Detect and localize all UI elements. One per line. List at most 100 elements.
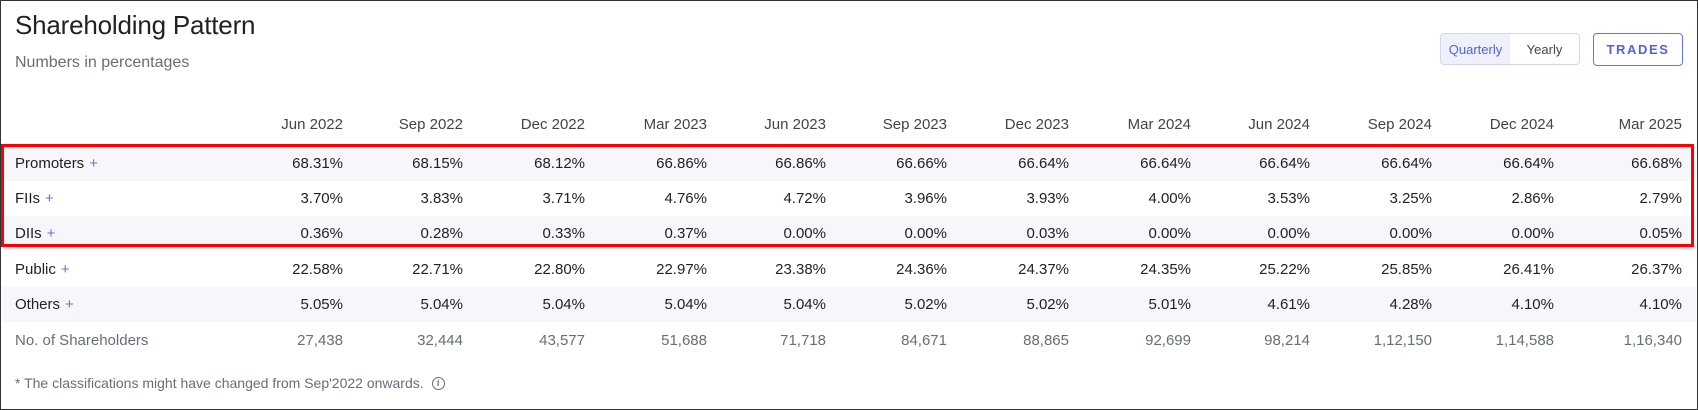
table-cell: 71,718: [780, 332, 826, 349]
table-cell: 24.35%: [1140, 261, 1191, 278]
table-cell: 23.38%: [775, 261, 826, 278]
table-cell: 68.15%: [412, 155, 463, 172]
table-cell: 2.86%: [1511, 190, 1554, 207]
table-cell: 4.00%: [1148, 190, 1191, 207]
row-label[interactable]: FIIs +: [15, 190, 54, 207]
row-label-text: Promoters: [15, 155, 85, 172]
table-cell: 0.00%: [1511, 225, 1554, 242]
table-cell: 4.61%: [1267, 296, 1310, 313]
column-header: Mar 2025: [1618, 116, 1682, 133]
table-cell: 1,14,588: [1495, 332, 1554, 349]
table-cell: 4.10%: [1639, 296, 1682, 313]
table-cell: 3.25%: [1389, 190, 1432, 207]
table-cell: 22.58%: [292, 261, 343, 278]
column-header: Mar 2024: [1127, 116, 1191, 133]
row-label: No. of Shareholders: [15, 332, 148, 349]
row-label-text: DIIs: [15, 225, 42, 242]
page-subtitle: Numbers in percentages: [15, 54, 190, 71]
table-cell: 98,214: [1264, 332, 1310, 349]
table-cell: 0.36%: [300, 225, 343, 242]
expand-plus-icon[interactable]: +: [46, 225, 56, 242]
table-cell: 0.03%: [1026, 225, 1069, 242]
column-header: Jun 2024: [1248, 116, 1310, 133]
table-cell: 22.97%: [656, 261, 707, 278]
table-cell: 5.01%: [1148, 296, 1191, 313]
column-header: Jun 2022: [281, 116, 343, 133]
info-icon[interactable]: i: [431, 376, 445, 390]
table-cell: 3.53%: [1267, 190, 1310, 207]
row-label[interactable]: Promoters +: [15, 155, 98, 172]
yearly-toggle-button[interactable]: Yearly: [1526, 41, 1563, 57]
table-cell: 5.04%: [542, 296, 585, 313]
row-label-text: No. of Shareholders: [15, 332, 149, 349]
table-cell: 5.02%: [904, 296, 947, 313]
table-cell: 1,12,150: [1373, 332, 1432, 349]
trades-button[interactable]: TRADES: [1593, 33, 1683, 66]
table-cell: 66.86%: [656, 155, 707, 172]
table-cell: 22.80%: [534, 261, 585, 278]
table-cell: 66.64%: [1140, 155, 1191, 172]
expand-plus-icon[interactable]: +: [60, 261, 70, 278]
column-header: Dec 2023: [1004, 116, 1069, 133]
table-cell: 88,865: [1023, 332, 1069, 349]
table-row: Promoters +68.31% 68.15% 68.12% 66.86% 66.86%…: [2, 146, 1696, 181]
table-row: FIIs +3.70% 3.83% 3.71% 4.76% 4.72% 3.96% 3.93%…: [2, 181, 1696, 216]
row-label[interactable]: Public +: [15, 261, 70, 278]
column-header: Dec 2022: [520, 116, 585, 133]
table-cell: 0.00%: [1148, 225, 1191, 242]
table-cell: 24.37%: [1018, 261, 1069, 278]
table-cell: 84,671: [901, 332, 947, 349]
table-cell: 4.76%: [664, 190, 707, 207]
table-cell: 25.85%: [1381, 261, 1432, 278]
table-cell: 66.64%: [1381, 155, 1432, 172]
row-label[interactable]: Others +: [15, 296, 74, 313]
table-cell: 5.04%: [783, 296, 826, 313]
table-cell: 43,577: [539, 332, 585, 349]
table-cell: 32,444: [417, 332, 463, 349]
column-header: Sep 2024: [1367, 116, 1432, 133]
table-cell: 66.64%: [1259, 155, 1310, 172]
table-cell: 66.64%: [1018, 155, 1069, 172]
table-cell: 1,16,340: [1623, 332, 1682, 349]
table-cell: 22.71%: [412, 261, 463, 278]
expand-plus-icon[interactable]: +: [89, 155, 98, 172]
quarterly-toggle-button[interactable]: Quarterly: [1441, 34, 1510, 64]
footnote-text: * The classifications might have changed…: [15, 375, 424, 391]
table-cell: 66.64%: [1503, 155, 1554, 172]
table-row: DIIs +0.36% 0.28% 0.33% 0.37% 0.00% 0.00% 0.03%…: [2, 216, 1696, 251]
table-cell: 5.04%: [664, 296, 707, 313]
table-cell: 26.41%: [1503, 261, 1554, 278]
table-row: Others +5.05% 5.04% 5.04% 5.04% 5.04% 5.02% 5.0…: [2, 287, 1696, 322]
table-cell: 0.33%: [542, 225, 585, 242]
table-cell: 68.31%: [292, 155, 343, 172]
table-cell: 0.05%: [1639, 225, 1682, 242]
table-cell: 3.83%: [420, 190, 463, 207]
table-cell: 68.12%: [534, 155, 585, 172]
table-cell: 0.00%: [904, 225, 947, 242]
column-header: Mar 2023: [643, 116, 707, 133]
row-label-text: Public: [15, 261, 56, 278]
table-cell: 3.93%: [1026, 190, 1069, 207]
table-header-row: Jun 2022 Sep 2022 Dec 2022 Mar 2023 Jun 2023…: [0, 112, 1698, 140]
table-cell: 66.68%: [1631, 155, 1682, 172]
table-cell: 2.79%: [1639, 190, 1682, 207]
expand-plus-icon[interactable]: +: [45, 190, 54, 207]
row-label-text: FIIs: [15, 190, 40, 207]
table-cell: 5.04%: [420, 296, 463, 313]
table-cell: 5.05%: [300, 296, 343, 313]
column-header: Dec 2024: [1489, 116, 1554, 133]
table-cell: 0.37%: [664, 225, 707, 242]
table-cell: 3.71%: [542, 190, 585, 207]
table-cell: 25.22%: [1259, 261, 1310, 278]
table-cell: 66.66%: [896, 155, 947, 172]
table-cell: 92,699: [1145, 332, 1191, 349]
table-cell: 27,438: [297, 332, 343, 349]
row-label[interactable]: DIIs +: [15, 225, 55, 242]
table-cell: 5.02%: [1026, 296, 1069, 313]
period-toggle: Quarterly Yearly: [1440, 33, 1580, 65]
expand-plus-icon[interactable]: +: [65, 296, 74, 313]
footnote: * The classifications might have changed…: [15, 375, 445, 391]
table-cell: 0.00%: [1267, 225, 1310, 242]
table-cell: 24.36%: [896, 261, 947, 278]
row-label-text: Others: [15, 296, 61, 313]
